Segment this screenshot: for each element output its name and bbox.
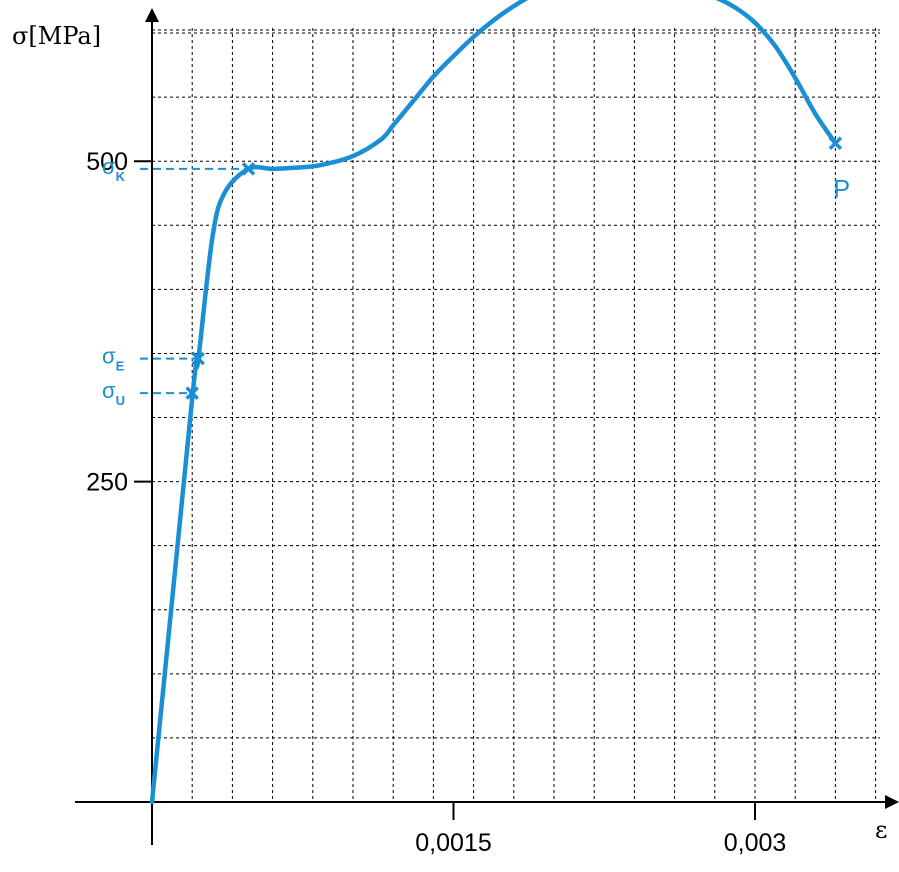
- y-axis-arrow: [145, 8, 159, 22]
- annotation-subscript: K: [116, 169, 126, 184]
- x-tick-label: 0,0015: [415, 829, 491, 857]
- stress-strain-curve: [149, 0, 838, 805]
- axes: [75, 8, 899, 845]
- x-axis-title: ε: [875, 816, 887, 844]
- annotation-subscript: E: [116, 359, 125, 374]
- ticks: 250 500 0,0015 0,003: [86, 148, 786, 857]
- marker-sigma-u: [185, 386, 199, 400]
- marker-end-point: [828, 136, 843, 150]
- x-axis-arrow: [885, 795, 899, 809]
- marker-sigma-e-stroke: [191, 351, 205, 366]
- y-tick-label: 250: [86, 469, 128, 497]
- marker-sigma-k: [241, 162, 256, 176]
- marker-end-point-stroke: [828, 136, 843, 150]
- annotation-symbol: σ: [102, 378, 116, 403]
- marker-sigma-e: [191, 351, 205, 366]
- markers: [185, 136, 843, 400]
- annotation-label-sigma-e: σE: [102, 344, 125, 374]
- marker-sigma-k-stroke: [241, 162, 256, 176]
- annotation-guides: σUσEσKσP: [102, 154, 249, 408]
- grid: [152, 28, 880, 802]
- annotation-label-sigma-u: σU: [102, 378, 125, 408]
- annotation-symbol: σ: [102, 344, 116, 369]
- annotation-subscript: U: [116, 393, 125, 408]
- y-axis-title: σ[MPa]: [12, 22, 101, 50]
- annotation-label-sigma-k: σK: [102, 154, 126, 184]
- end-point-label: P: [833, 175, 850, 203]
- annotation-symbol: σ: [102, 154, 116, 179]
- x-tick-label: 0,003: [724, 829, 787, 857]
- marker-sigma-u-stroke: [185, 386, 199, 400]
- y-tick-label: 500: [86, 148, 128, 176]
